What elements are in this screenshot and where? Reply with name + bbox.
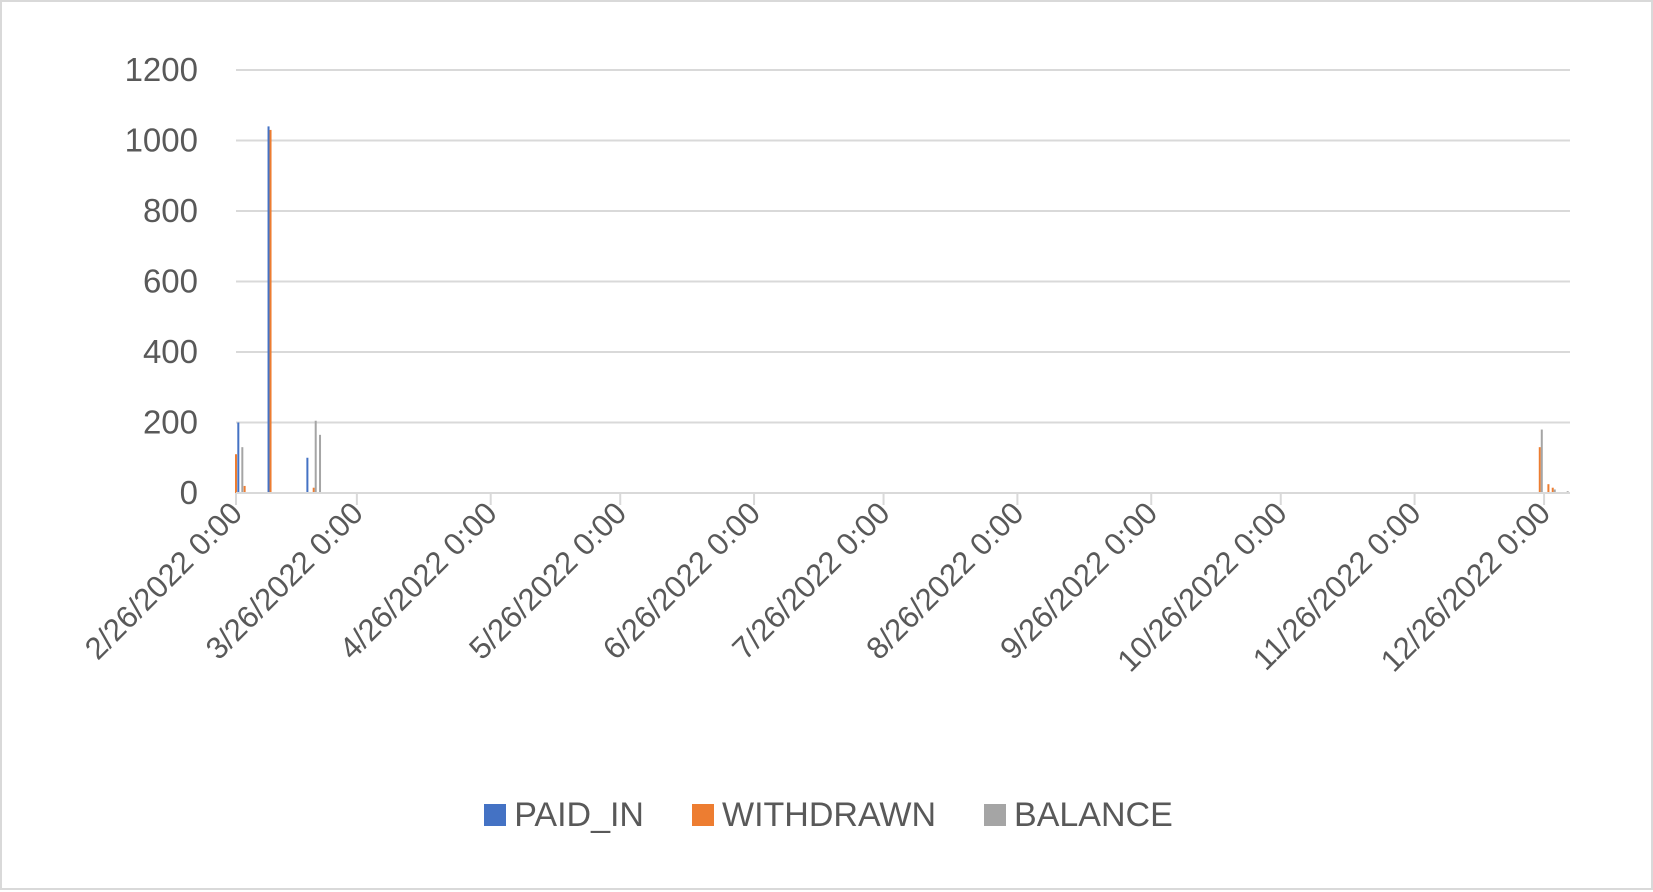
bar-withdrawn (312, 487, 315, 493)
bar-balance (314, 420, 317, 493)
legend-item-paid-in: PAID_IN (484, 798, 644, 832)
y-tick-label: 600 (143, 263, 198, 300)
y-tick-label: 1200 (125, 51, 198, 88)
y-tick-label: 400 (143, 333, 198, 370)
y-axis-ticks: 0 200 400 600 800 1000 1200 (125, 51, 198, 511)
bar-withdrawn (243, 485, 246, 493)
bar-withdrawn (235, 454, 237, 493)
legend-item-balance: BALANCE (984, 798, 1173, 832)
legend-swatch (484, 804, 507, 826)
bar-balance (1553, 489, 1556, 493)
y-tick-label: 1000 (125, 122, 198, 159)
legend-label: BALANCE (1014, 796, 1173, 834)
legend-item-withdrawn: WITHDRAWN (691, 796, 937, 834)
bar-paid-in (306, 457, 309, 493)
y-tick-label: 200 (143, 404, 198, 441)
bar-balance (1540, 429, 1543, 493)
bar-withdrawn (1551, 487, 1554, 493)
bar-withdrawn (1547, 484, 1550, 493)
legend-label: PAID_IN (514, 796, 644, 834)
bar-paid-in (237, 422, 240, 493)
legend-swatch (691, 804, 714, 826)
bar-withdrawn (269, 129, 272, 494)
x-axis: 2/26/2022 0:003/26/2022 0:004/26/2022 0:… (78, 492, 1570, 678)
bar-paid-in (267, 126, 270, 494)
legend-swatch (984, 804, 1007, 826)
data-bars (235, 126, 1569, 494)
y-tick-label: 0 (180, 474, 198, 511)
bar-balance (319, 434, 322, 493)
bar-withdrawn (1538, 447, 1541, 493)
y-tick-label: 800 (143, 192, 198, 229)
legend: PAID_IN WITHDRAWN BALANCE (2, 798, 1653, 832)
gridlines (236, 69, 1570, 424)
legend-label: WITHDRAWN (721, 796, 937, 834)
bar-balance (241, 447, 244, 493)
